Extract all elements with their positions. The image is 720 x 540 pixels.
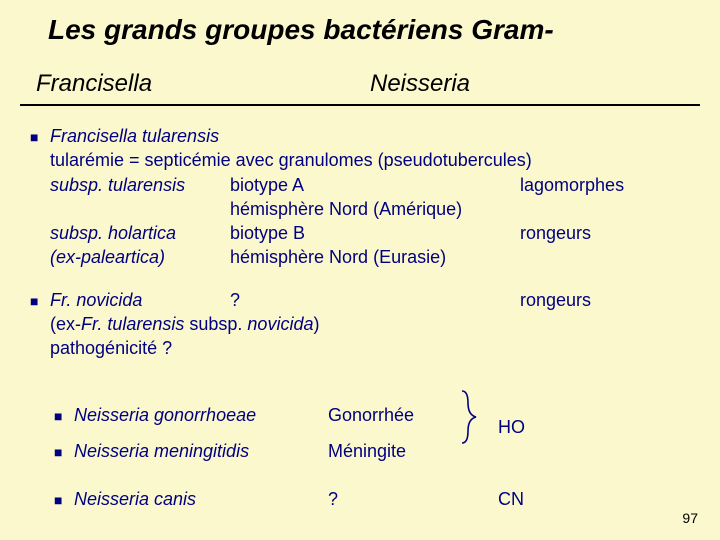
host-label xyxy=(520,197,700,221)
biotype-label: biotype A xyxy=(230,173,520,197)
disease-label: ? xyxy=(328,487,458,511)
neisseria-row: ■ Neisseria meningitidis Méningite xyxy=(48,439,700,463)
host-label: rongeurs xyxy=(520,221,700,245)
bullet-icon: ■ xyxy=(48,487,74,510)
neisseria-row: ■ Neisseria gonorrhoeae Gonorrhée HO xyxy=(48,403,700,439)
synonym-line: (ex-Fr. tularensis subsp. novicida) xyxy=(50,312,700,336)
neisseria-row: ■ Neisseria canis ? CN xyxy=(48,487,700,511)
organism-name: Neisseria meningitidis xyxy=(74,439,328,463)
section-fr-novicida: ■ Fr. novicida ? rongeurs (ex-Fr. tulare… xyxy=(24,288,700,361)
bullet-icon: ■ xyxy=(48,439,74,462)
bullet-icon: ■ xyxy=(48,403,74,426)
biotype-label: biotype B xyxy=(230,221,520,245)
code-label: CN xyxy=(498,487,700,511)
pathogenicity-line: pathogénicité ? xyxy=(50,336,700,360)
subheader-right: Neisseria xyxy=(370,70,470,98)
subsp-label: (ex-paleartica) xyxy=(50,245,230,269)
section-neisseria: ■ Neisseria gonorrhoeae Gonorrhée HO ■ N… xyxy=(24,403,700,512)
subheader-row: Francisella Neisseria xyxy=(0,46,720,104)
organism-name: Fr. novicida xyxy=(50,288,230,312)
host-label xyxy=(520,245,700,269)
code-label: HO xyxy=(498,403,700,439)
organism-name: Francisella tularensis xyxy=(50,124,700,148)
section-francisella-tularensis: ■ Francisella tularensis tularémie = sep… xyxy=(24,124,700,270)
bullet-icon: ■ xyxy=(24,124,50,147)
slide-number: 97 xyxy=(682,510,698,526)
content-area: ■ Francisella tularensis tularémie = sep… xyxy=(0,106,720,512)
disease-label: Gonorrhée xyxy=(328,403,458,427)
subheader-left: Francisella xyxy=(0,70,370,98)
subsp-label: subsp. tularensis xyxy=(50,173,230,197)
region-label: hémisphère Nord (Eurasie) xyxy=(230,245,520,269)
organism-name: Neisseria gonorrhoeae xyxy=(74,403,328,427)
description-line: tularémie = septicémie avec granulomes (… xyxy=(50,148,700,172)
organism-name: Neisseria canis xyxy=(74,487,328,511)
subsp-label xyxy=(50,197,230,221)
host-label: lagomorphes xyxy=(520,173,700,197)
question-mark: ? xyxy=(230,288,520,312)
subsp-label: subsp. holartica xyxy=(50,221,230,245)
bullet-icon: ■ xyxy=(24,288,50,311)
disease-label: Méningite xyxy=(328,439,458,463)
host-label: rongeurs xyxy=(520,288,700,312)
slide-title: Les grands groupes bactériens Gram- xyxy=(0,0,720,46)
region-label: hémisphère Nord (Amérique) xyxy=(230,197,520,221)
